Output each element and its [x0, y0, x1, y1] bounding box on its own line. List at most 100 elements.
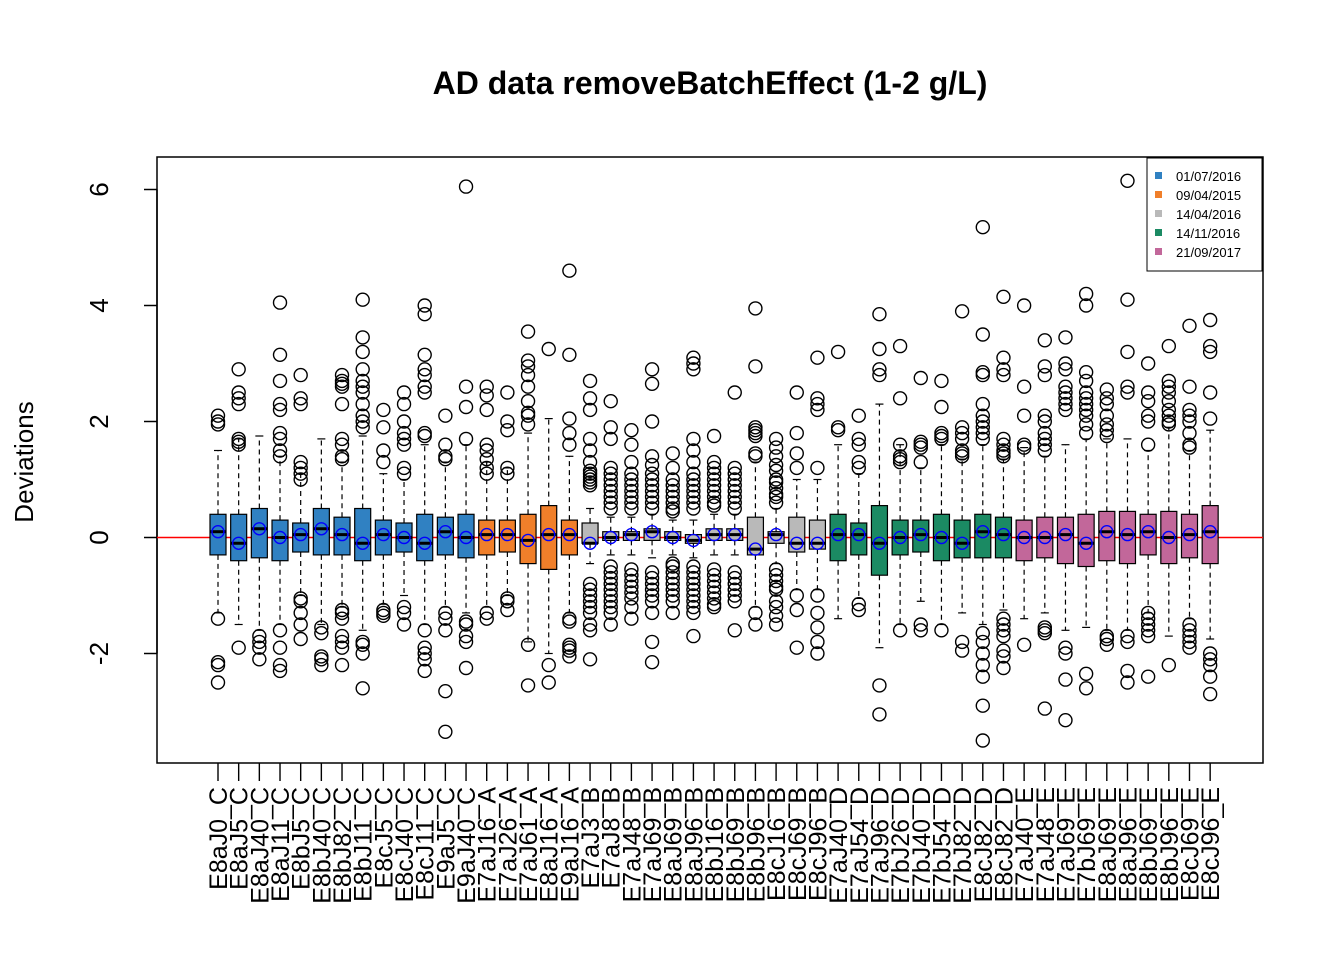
outlier-point — [562, 263, 577, 278]
outlier-point — [582, 373, 598, 389]
mean-marker — [748, 542, 763, 556]
box — [953, 519, 971, 559]
legend-frame — [1146, 157, 1263, 272]
box-group — [746, 301, 765, 632]
outlier-point — [892, 338, 908, 354]
box — [478, 519, 496, 556]
outlier-point — [293, 605, 308, 621]
outlier-point — [1202, 344, 1218, 360]
outlier-point — [582, 582, 598, 597]
outlier-point — [996, 350, 1011, 365]
x-tick-label: E8cJ16_B — [763, 787, 791, 901]
outlier-point — [417, 347, 432, 362]
outlier-point — [1182, 440, 1197, 455]
outlier-point — [1120, 173, 1135, 189]
x-tick-label: E8aJ40_C — [246, 787, 274, 904]
box-group — [622, 423, 641, 626]
outlier-point — [603, 466, 618, 481]
outlier-point — [1058, 385, 1073, 400]
outlier-point — [603, 489, 618, 505]
outlier-point — [541, 341, 556, 357]
outlier-point — [913, 370, 928, 386]
outlier-point — [376, 454, 391, 470]
outlier-point — [665, 446, 680, 461]
outlier-point — [1202, 669, 1218, 684]
outlier-point — [1202, 312, 1218, 328]
outlier-point — [913, 623, 928, 638]
outlier-point — [210, 675, 226, 690]
outlier-point — [996, 660, 1011, 676]
mean-marker — [252, 522, 267, 536]
outlier-point — [665, 559, 680, 574]
outlier-point — [1120, 628, 1135, 644]
outlier-point — [892, 623, 908, 638]
legend-label: 14/11/2016 — [1176, 226, 1240, 241]
outlier-point — [706, 489, 722, 505]
mean-marker — [914, 527, 928, 542]
x-tick-label: E9aJ40_C — [453, 787, 481, 904]
mean-marker — [686, 533, 701, 548]
mean-marker — [314, 522, 329, 536]
outlier-point — [644, 582, 660, 597]
outlier-point — [1140, 394, 1156, 409]
outlier-point — [520, 324, 536, 339]
outlier-point — [892, 437, 908, 452]
outlier-point — [727, 385, 742, 400]
outlier-point — [851, 408, 866, 423]
outlier-point — [210, 408, 226, 423]
outlier-point — [272, 657, 288, 673]
outlier-point — [272, 431, 288, 447]
outlier-point — [768, 481, 784, 496]
box-group — [1160, 338, 1178, 673]
outlier-point — [1202, 411, 1218, 426]
box-group — [912, 370, 930, 638]
outlier-point — [582, 623, 598, 638]
outlier-point — [686, 362, 701, 377]
outlier-point — [1099, 408, 1115, 423]
outlier-point — [665, 565, 680, 580]
outlier-point — [582, 617, 598, 632]
x-tick-label: E8cJ69_E — [1176, 787, 1204, 901]
mean-marker — [976, 525, 990, 539]
outlier-point — [644, 570, 660, 586]
legend-label: 01/07/2016 — [1176, 169, 1241, 184]
mean-marker — [293, 527, 308, 542]
outlier-point — [644, 478, 660, 493]
outlier-point — [1161, 408, 1177, 423]
outlier-point — [1202, 652, 1218, 667]
outlier-point — [1078, 402, 1094, 418]
box-group — [643, 362, 661, 670]
x-tick-label: E7aJ16_A — [474, 787, 502, 903]
outlier-point — [500, 414, 515, 429]
outlier-point — [582, 605, 598, 621]
outlier-point — [1140, 617, 1156, 632]
outlier-point — [624, 423, 639, 438]
outlier-point — [1182, 425, 1197, 441]
y-tick-label: 4 — [84, 298, 114, 312]
outlier-point — [252, 652, 267, 667]
legend-swatch — [1155, 210, 1162, 217]
outlier-point — [706, 466, 722, 481]
mean-marker — [438, 525, 453, 539]
x-tick-label: E8cJ11_C — [412, 787, 440, 901]
mean-marker — [1162, 530, 1176, 545]
outlier-point — [975, 634, 990, 650]
outlier-point — [872, 678, 887, 693]
outlier-point — [355, 373, 370, 389]
mean-marker — [810, 536, 825, 550]
legend-label: 21/09/2017 — [1176, 245, 1241, 260]
x-tick-label: E8bJ16_B — [701, 787, 729, 902]
box-group — [354, 292, 372, 696]
outlier-point — [1202, 646, 1218, 661]
x-tick-label: E9aJ16_A — [556, 787, 584, 903]
outlier-point — [520, 367, 536, 383]
outlier-point — [293, 591, 308, 606]
outlier-point — [1161, 402, 1177, 418]
box-group — [312, 438, 330, 673]
outlier-point — [686, 483, 701, 499]
outlier-point — [1078, 385, 1094, 400]
outlier-point — [1140, 356, 1156, 371]
x-tick-label: E8aJ16_A — [536, 787, 564, 903]
box-group — [1036, 333, 1054, 716]
box-group — [478, 379, 496, 626]
